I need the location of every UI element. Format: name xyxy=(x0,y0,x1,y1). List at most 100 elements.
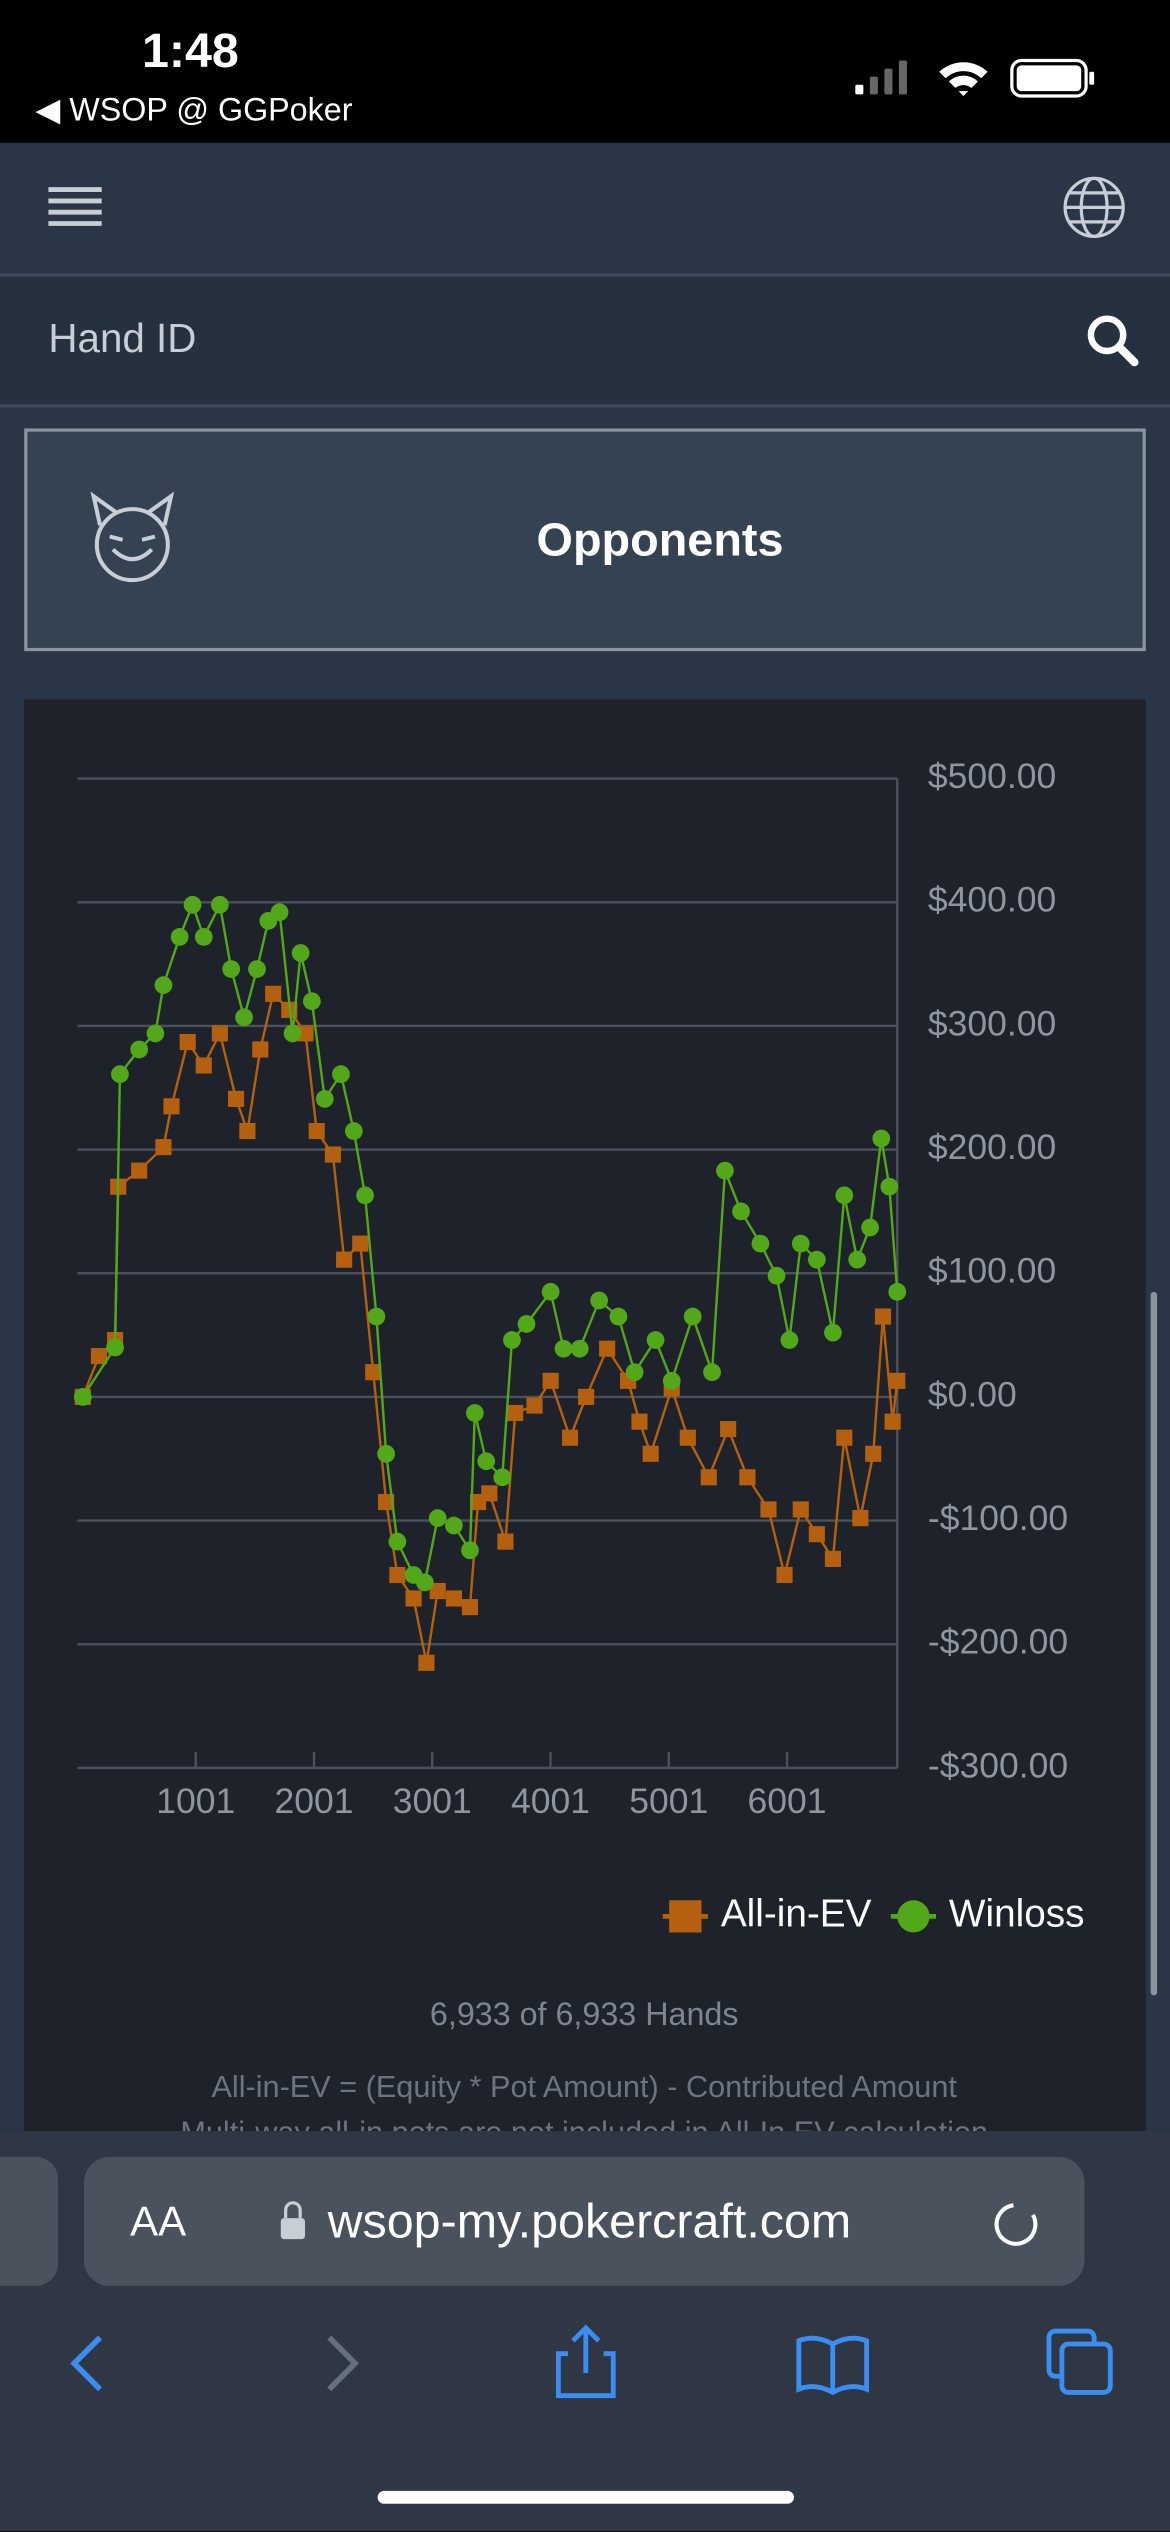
data-point xyxy=(526,1397,543,1414)
bookmarks-button[interactable] xyxy=(796,2335,870,2396)
data-point xyxy=(445,1516,463,1535)
data-point xyxy=(625,1363,644,1382)
reload-button[interactable] xyxy=(994,2203,1038,2246)
data-point xyxy=(367,1307,386,1326)
data-point xyxy=(683,1307,702,1326)
y-tick-label: -$200.00 xyxy=(928,1622,1068,1662)
data-point xyxy=(248,960,266,978)
data-point xyxy=(429,1582,446,1600)
y-tick-label: $500.00 xyxy=(928,756,1056,796)
status-icons xyxy=(855,58,1095,98)
data-point xyxy=(662,1371,681,1390)
y-tick-label: $200.00 xyxy=(928,1127,1056,1167)
data-point xyxy=(146,1024,165,1043)
data-point xyxy=(760,1501,777,1518)
clock: 1:48 xyxy=(142,24,239,78)
data-point xyxy=(716,1161,734,1180)
search-placeholder[interactable]: Hand ID xyxy=(48,315,196,361)
data-point xyxy=(297,1025,314,1042)
data-point xyxy=(852,1510,869,1527)
data-point xyxy=(465,1404,484,1422)
data-point xyxy=(239,1122,256,1140)
data-point xyxy=(283,1024,302,1043)
tabs-button[interactable] xyxy=(1046,2328,1113,2395)
data-point xyxy=(554,1339,573,1358)
back-button[interactable] xyxy=(70,2335,103,2392)
data-point xyxy=(732,1202,750,1221)
opponents-label[interactable]: Opponents xyxy=(537,513,784,565)
data-point xyxy=(111,1065,129,1084)
y-tick-label: $300.00 xyxy=(928,1003,1056,1043)
x-tick-label: 3001 xyxy=(393,1781,472,1821)
forward-button xyxy=(327,2335,360,2392)
data-point xyxy=(477,1452,496,1471)
legend-label: Winloss xyxy=(949,1893,1085,1936)
data-point xyxy=(344,1122,363,1140)
text-size-button[interactable]: AA xyxy=(130,2198,186,2245)
data-point xyxy=(874,1308,892,1325)
url[interactable]: wsop-my.pokercraft.com xyxy=(327,2194,852,2248)
data-point xyxy=(405,1590,422,1607)
home-indicator xyxy=(377,2490,794,2504)
search-icon[interactable] xyxy=(1087,315,1139,367)
data-point xyxy=(503,1331,521,1349)
data-point xyxy=(336,1251,353,1268)
scrollbar xyxy=(1150,1291,1158,1996)
data-point xyxy=(631,1413,648,1430)
data-point xyxy=(377,1444,396,1463)
data-point xyxy=(836,1429,853,1446)
data-point xyxy=(807,1250,826,1269)
data-point xyxy=(835,1186,854,1205)
data-point xyxy=(776,1566,793,1584)
data-point xyxy=(183,895,202,914)
data-point xyxy=(270,903,289,922)
data-point xyxy=(739,1469,756,1486)
chart: $500.00 $400.00 $300.00 $200.00 $100.00 $0.00… xyxy=(73,756,1085,1936)
data-point xyxy=(461,1541,479,1560)
data-point xyxy=(609,1307,628,1326)
data-point xyxy=(291,944,310,962)
data-point xyxy=(865,1445,882,1462)
data-point xyxy=(808,1526,825,1543)
data-point xyxy=(222,960,241,978)
data-point xyxy=(195,1057,212,1074)
data-point xyxy=(332,1065,350,1084)
data-point xyxy=(888,1282,907,1301)
data-point xyxy=(679,1429,696,1446)
data-point xyxy=(235,1008,253,1027)
footnote: All-in-EV = (Equity * Pot Amount) - Cont… xyxy=(211,2070,957,2104)
data-point xyxy=(356,1186,374,1205)
x-tick-label: 5001 xyxy=(629,1781,708,1821)
data-point xyxy=(315,1090,334,1108)
data-point xyxy=(642,1445,659,1462)
data-point xyxy=(751,1234,770,1253)
data-point xyxy=(461,1599,479,1616)
data-point xyxy=(541,1282,560,1301)
data-point xyxy=(211,1025,228,1042)
language-button[interactable] xyxy=(1063,176,1125,239)
data-point xyxy=(179,1033,196,1051)
data-point xyxy=(378,1493,395,1511)
y-tick-label: -$100.00 xyxy=(928,1498,1068,1538)
search-bar[interactable] xyxy=(0,276,1170,406)
data-point xyxy=(130,1040,149,1059)
back-to-app[interactable]: ◀ WSOP @ GGPoker xyxy=(36,92,353,128)
opponents-button[interactable] xyxy=(24,428,1146,652)
menu-button[interactable] xyxy=(48,187,102,226)
data-point xyxy=(517,1315,536,1333)
data-point xyxy=(872,1129,891,1148)
data-point xyxy=(493,1468,512,1487)
data-point xyxy=(155,1139,172,1156)
share-button[interactable] xyxy=(555,2324,616,2399)
data-point xyxy=(154,976,173,995)
data-point xyxy=(389,1566,406,1584)
data-point xyxy=(227,1090,245,1107)
data-point xyxy=(388,1532,407,1551)
footnote: Multi-way all-in pots are not included i… xyxy=(180,2115,988,2149)
previous-tab[interactable] xyxy=(0,2156,59,2286)
address-bar[interactable] xyxy=(83,2156,1085,2286)
y-tick-label: $0.00 xyxy=(928,1374,1017,1414)
data-point xyxy=(302,992,321,1011)
data-point xyxy=(507,1404,524,1422)
data-point xyxy=(791,1234,810,1253)
